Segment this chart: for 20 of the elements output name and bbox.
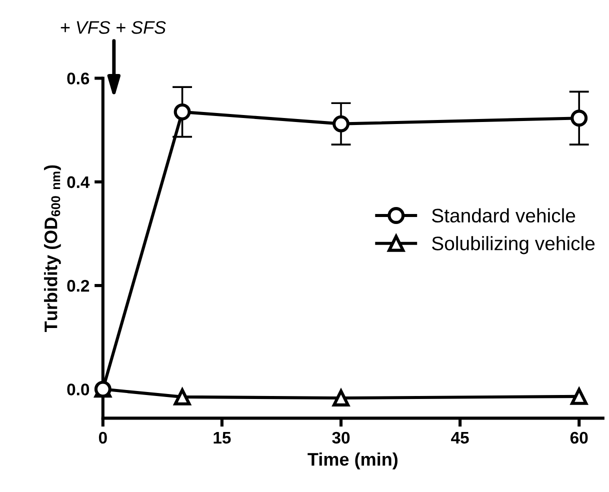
point <box>570 388 588 405</box>
point <box>174 103 191 120</box>
y-axis-title: Turbidity (OD$_{600 nm}$) <box>44 165 61 332</box>
x-tick-label: 60 <box>570 432 588 444</box>
point <box>570 110 588 127</box>
x-tick-label: 30 <box>332 432 350 444</box>
point <box>332 115 350 132</box>
legend-label: Standard vehicle <box>432 208 576 223</box>
y-tick-label: 0.4 <box>67 176 90 188</box>
x-tick-label: 15 <box>214 432 231 444</box>
text: + VFS + SFS <box>60 21 166 34</box>
x-axis-title: Time (min) <box>308 452 398 470</box>
y-tick-label: 0.6 <box>67 72 90 84</box>
point <box>332 390 350 406</box>
point <box>174 388 191 406</box>
y-tick-label: 0.0 <box>67 384 90 396</box>
y-tick-label: 0.2 <box>67 280 90 292</box>
legend-label: Solubilizing vehicle <box>432 236 595 254</box>
x-tick-label: 45 <box>451 432 469 444</box>
x-tick-label: 0 <box>98 432 107 444</box>
